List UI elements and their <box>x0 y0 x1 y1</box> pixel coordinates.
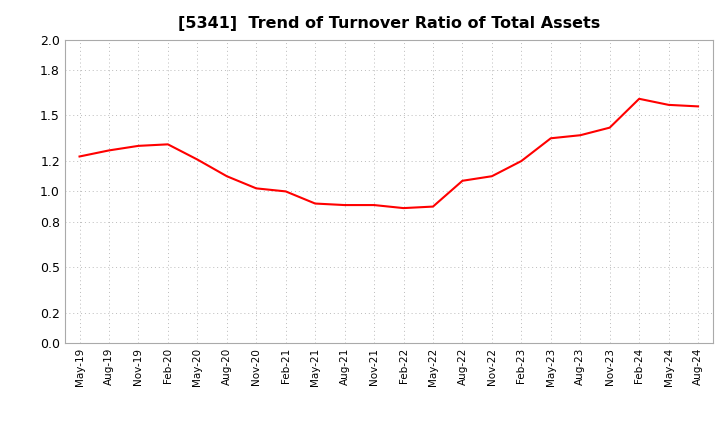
Title: [5341]  Trend of Turnover Ratio of Total Assets: [5341] Trend of Turnover Ratio of Total … <box>178 16 600 32</box>
